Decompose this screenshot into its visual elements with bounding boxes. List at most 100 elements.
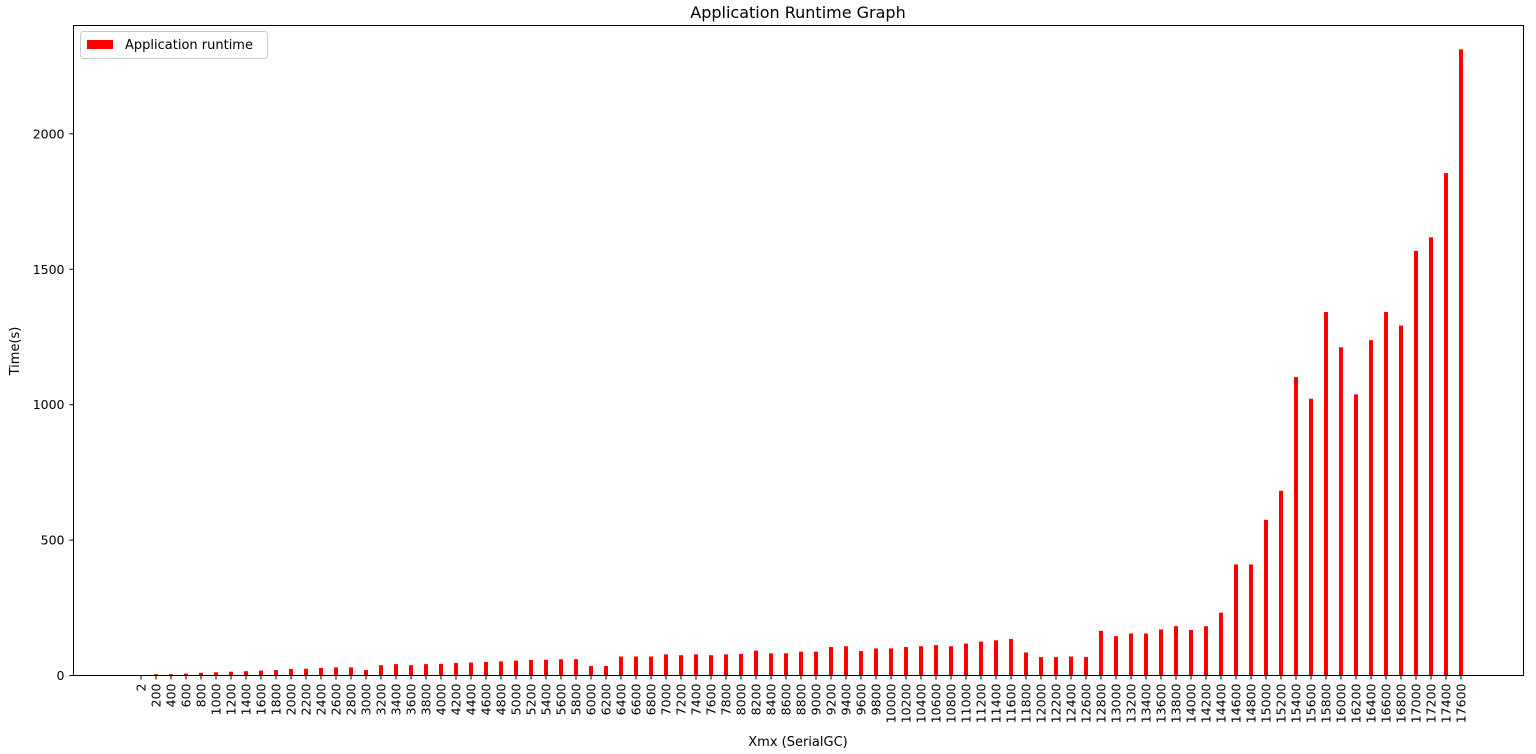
x-tick-label: 9800: [869, 683, 884, 715]
bar-6800: [649, 656, 653, 676]
bar-200: [154, 674, 158, 676]
bar-6200: [604, 666, 608, 676]
x-tick-label: 13000: [1109, 683, 1124, 723]
x-tick-label: 7600: [704, 683, 719, 715]
bar-14200: [1204, 626, 1208, 676]
legend-swatch: [87, 40, 113, 49]
x-tick-label: 14000: [1184, 683, 1199, 723]
x-tick-label: 4000: [434, 683, 449, 715]
bar-8000: [739, 653, 743, 676]
bar-4200: [454, 663, 458, 676]
x-tick-label: 12000: [1034, 683, 1049, 723]
x-tick-label: 16000: [1334, 683, 1349, 723]
bar-6600: [634, 656, 638, 676]
bar-15000: [1264, 519, 1268, 676]
bar-16000: [1339, 347, 1343, 676]
x-tick-label: 17000: [1409, 683, 1424, 723]
bar-17200: [1429, 237, 1433, 676]
x-tick-label: 7200: [674, 683, 689, 715]
bar-1000: [214, 672, 218, 676]
x-tick-label: 5800: [569, 683, 584, 715]
x-tick-label: 14800: [1244, 683, 1259, 723]
bar-4000: [439, 663, 443, 676]
bar-7200: [679, 655, 683, 676]
bar-7600: [709, 655, 713, 676]
x-tick-label: 1800: [269, 683, 284, 715]
y-tick-label: 0: [57, 668, 65, 683]
bar-7000: [664, 654, 668, 676]
x-tick-label: 6200: [599, 683, 614, 715]
x-tick-label: 600: [179, 683, 194, 707]
x-axis-label: Xmx (SerialGC): [748, 735, 847, 750]
bar-9200: [829, 647, 833, 676]
x-tick-label: 15800: [1319, 683, 1334, 723]
bar-3800: [424, 664, 428, 676]
x-tick-label: 1600: [254, 683, 269, 715]
x-tick-label: 2600: [329, 683, 344, 715]
y-axis-label: Time(s): [8, 327, 23, 377]
x-tick-label: 13800: [1169, 683, 1184, 723]
bar-1600: [259, 670, 263, 676]
bar-14000: [1189, 630, 1193, 676]
x-tick-label: 11200: [974, 683, 989, 723]
x-tick-label: 9600: [854, 683, 869, 715]
x-tick-label: 7000: [659, 683, 674, 715]
bar-2600: [334, 667, 338, 676]
x-tick-label: 15400: [1289, 683, 1304, 723]
bar-5800: [574, 659, 578, 676]
x-tick-label: 12200: [1049, 683, 1064, 723]
plot-frame: [73, 25, 1524, 676]
x-tick-label: 4600: [479, 683, 494, 715]
bar-15400: [1294, 377, 1298, 676]
bar-4800: [499, 661, 503, 676]
bar-11400: [994, 640, 998, 676]
bar-3000: [364, 670, 368, 676]
x-tick-label: 11000: [959, 683, 974, 723]
bar-12400: [1069, 656, 1073, 676]
x-tick-label: 2000: [284, 683, 299, 715]
x-tick-label: 1000: [209, 683, 224, 715]
bar-5000: [514, 660, 518, 676]
x-tick-label: 10800: [944, 683, 959, 723]
bar-13800: [1174, 626, 1178, 676]
bar-10400: [919, 646, 923, 676]
x-tick-label: 9200: [824, 683, 839, 715]
x-tick-label: 5000: [509, 683, 524, 715]
x-tick-label: 11800: [1019, 683, 1034, 723]
bar-13600: [1159, 629, 1163, 676]
bar-16800: [1399, 325, 1403, 676]
bar-6000: [589, 666, 593, 676]
bar-10600: [934, 645, 938, 676]
bar-8800: [799, 651, 803, 676]
x-tick-label: 12800: [1094, 683, 1109, 723]
x-tick-label: 14400: [1214, 683, 1229, 723]
x-tick-label: 13200: [1124, 683, 1139, 723]
bar-2200: [304, 668, 308, 676]
bar-15600: [1309, 398, 1313, 676]
x-tick-label: 6400: [614, 683, 629, 715]
x-tick-label: 8200: [749, 683, 764, 715]
bar-5600: [559, 659, 563, 676]
bar-10800: [949, 646, 953, 676]
x-tick-label: 17400: [1439, 683, 1454, 723]
y-tick-label: 500: [41, 533, 65, 548]
x-tick-label: 16200: [1349, 683, 1364, 723]
x-tick-label: 3200: [374, 683, 389, 715]
bar-14600: [1234, 564, 1238, 676]
x-tick-label: 7400: [689, 683, 704, 715]
chart-title: Application Runtime Graph: [690, 3, 905, 22]
bar-4400: [469, 662, 473, 676]
legend: Application runtime: [80, 31, 268, 59]
y-tick-label: 1000: [33, 397, 65, 412]
bar-9400: [844, 646, 848, 676]
bar-12600: [1084, 657, 1088, 676]
x-tick-label: 14600: [1229, 683, 1244, 723]
x-tick-label: 5400: [539, 683, 554, 715]
bars-layer: [154, 49, 1463, 676]
x-tick-label: 9400: [839, 683, 854, 715]
x-tick-label: 14200: [1199, 683, 1214, 723]
bar-13000: [1114, 636, 1118, 676]
x-tick-label: 8400: [764, 683, 779, 715]
x-tick-label: 1400: [239, 683, 254, 715]
